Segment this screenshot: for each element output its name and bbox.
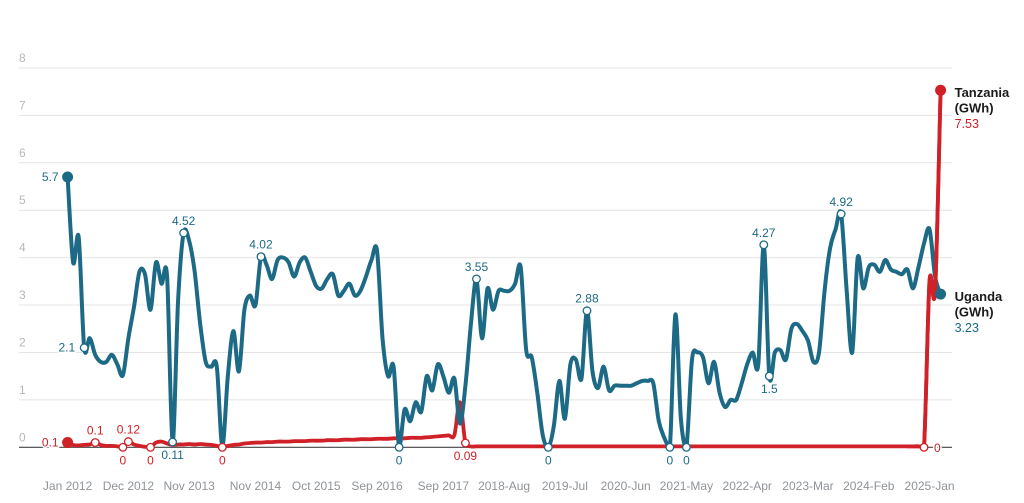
annotation-value-label: 0.1 <box>87 424 104 438</box>
data-point-marker <box>394 442 404 452</box>
data-point-marker <box>460 438 470 448</box>
x-axis-tick-label: Dec 2012 <box>103 479 155 493</box>
annotation-value-label: 0 <box>934 441 941 455</box>
series-end-label-name: Tanzania <box>955 85 1010 100</box>
data-point-marker <box>919 442 929 452</box>
annotation-value-label: 0 <box>396 453 403 467</box>
x-axis-tick-label: 2023-Mar <box>782 479 833 493</box>
data-point-marker <box>759 240 769 250</box>
annotation-value-label: 0.1 <box>42 436 59 450</box>
annotation-value-label: 4.02 <box>249 238 273 252</box>
x-axis-tick-label: Sep 2016 <box>351 479 403 493</box>
uganda-end-dot <box>935 288 947 300</box>
data-point-marker <box>90 438 100 448</box>
data-point-marker <box>681 442 691 452</box>
data-point-marker <box>836 209 846 219</box>
annotation-value-label: 4.52 <box>172 214 196 228</box>
x-axis-tick-label: 2022-Apr <box>723 479 772 493</box>
series-end-label-unit: (GWh) <box>955 305 994 320</box>
x-axis-tick-label: 2018-Aug <box>478 479 530 493</box>
x-axis-tick-label: Nov 2013 <box>163 479 215 493</box>
data-point-marker <box>217 442 227 452</box>
series-end-label-unit: (GWh) <box>955 101 994 116</box>
x-axis-tick-label: Sep 2017 <box>418 479 470 493</box>
data-point-marker <box>123 437 133 447</box>
data-point-marker <box>256 252 266 262</box>
data-point-marker <box>472 274 481 284</box>
x-axis-tick-label: Jan 2012 <box>43 479 93 493</box>
annotation-value-label: 1.5 <box>761 382 778 396</box>
annotation-value-label: 0.11 <box>161 448 184 462</box>
data-point-marker <box>118 442 128 452</box>
x-axis-tick-label: 2020-Jun <box>601 479 651 493</box>
data-point-marker <box>582 306 592 316</box>
data-point-marker <box>764 371 774 381</box>
x-axis-tick-label: 2024-Feb <box>843 479 895 493</box>
x-axis-tick-label: 2021-May <box>660 479 713 493</box>
data-point-dot <box>62 171 74 183</box>
data-point-dot <box>62 437 74 449</box>
data-point-marker <box>543 442 553 452</box>
uganda-series-line <box>65 175 943 450</box>
data-point-marker <box>79 343 89 353</box>
data-point-marker <box>168 437 178 447</box>
annotation-value-label: 0.09 <box>454 449 478 463</box>
annotation-value-label: 0 <box>683 453 690 467</box>
y-axis-tick-label: 7 <box>19 98 26 112</box>
annotation-value-label: 0.12 <box>117 423 141 437</box>
x-axis-tick-label: Oct 2015 <box>292 479 341 493</box>
annotation-value-label: 5.7 <box>42 170 59 184</box>
y-axis-tick-label: 3 <box>19 288 26 302</box>
annotation-value-label: 0 <box>147 453 154 467</box>
y-axis-tick-label: 4 <box>19 241 26 255</box>
data-point-marker <box>146 442 155 452</box>
tanzania-series-line-end-segment <box>905 88 943 450</box>
annotation-value-label: 0 <box>219 453 226 467</box>
y-axis-tick-label: 5 <box>19 193 26 207</box>
x-axis-tick-label: Nov 2014 <box>230 479 282 493</box>
y-axis-tick-label: 2 <box>19 335 26 349</box>
annotation-value-label: 4.92 <box>829 195 853 209</box>
annotation-value-label: 0 <box>120 453 127 467</box>
x-axis-tick-label: 2025-Jan <box>905 479 955 493</box>
y-axis-tick-label: 6 <box>19 146 26 160</box>
annotation-value-label: 2.88 <box>575 292 599 306</box>
series-end-label-value: 7.53 <box>955 117 979 131</box>
x-axis-tick-label: 2019-Jul <box>542 479 588 493</box>
data-point-marker <box>665 442 675 452</box>
data-point-marker <box>179 228 189 238</box>
y-axis-tick-label: 1 <box>19 383 26 397</box>
annotation-value-label: 3.55 <box>465 260 489 274</box>
series-end-label-name: Uganda <box>955 289 1003 304</box>
annotation-value-label: 4.27 <box>752 226 776 240</box>
y-axis-tick-label: 0 <box>19 430 26 444</box>
annotation-value-label: 0 <box>545 453 552 467</box>
tanzania-series-line <box>65 88 943 450</box>
tanzania-end-dot <box>935 84 947 96</box>
annotation-value-label: 0 <box>667 453 674 467</box>
annotation-value-label: 2.1 <box>58 341 75 355</box>
series-end-label-value: 3.23 <box>955 321 979 335</box>
y-axis-tick-label: 8 <box>19 51 26 65</box>
